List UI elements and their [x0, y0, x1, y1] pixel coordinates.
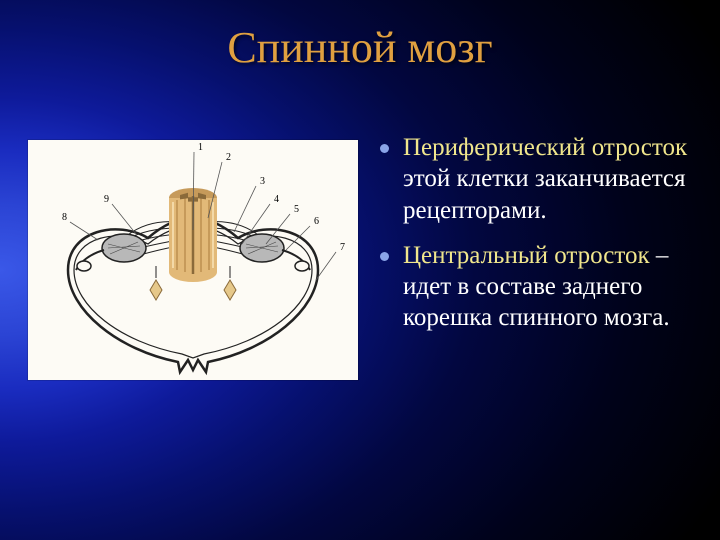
content-row: 1 2 34 5 6 7 8 9 Периферический отросток этой к…	[0, 132, 720, 380]
bullet-dot-icon	[380, 144, 389, 153]
bullet-rest: этой клетки заканчивается рецепторами.	[403, 165, 686, 223]
slide-title: Спинной мозг	[0, 22, 720, 73]
bullet-item: Периферический отросток этой клетки зака…	[380, 132, 698, 226]
svg-text:6: 6	[314, 216, 319, 227]
svg-text:5: 5	[294, 204, 299, 215]
bullet-text: Периферический отросток этой клетки зака…	[403, 132, 698, 226]
svg-text:8: 8	[62, 212, 67, 223]
bullet-highlight: Периферический отросток	[403, 134, 687, 161]
svg-text:9: 9	[104, 194, 109, 205]
svg-text:2: 2	[226, 152, 231, 163]
bullet-list: Периферический отросток этой клетки зака…	[358, 132, 720, 380]
bullet-highlight: Центральный отросток	[403, 242, 650, 269]
svg-text:4: 4	[274, 194, 279, 205]
bullet-item: Центральный отросток – идет в составе за…	[380, 240, 698, 334]
svg-text:7: 7	[340, 242, 345, 253]
svg-text:1: 1	[198, 142, 203, 153]
bullet-dot-icon	[380, 252, 389, 261]
anatomy-figure: 1 2 34 5 6 7 8 9	[28, 140, 358, 380]
spinal-cord-diagram: 1 2 34 5 6 7 8 9	[28, 140, 358, 380]
svg-text:3: 3	[260, 176, 265, 187]
slide: Спинной мозг	[0, 0, 720, 540]
bullet-text: Центральный отросток – идет в составе за…	[403, 240, 698, 334]
